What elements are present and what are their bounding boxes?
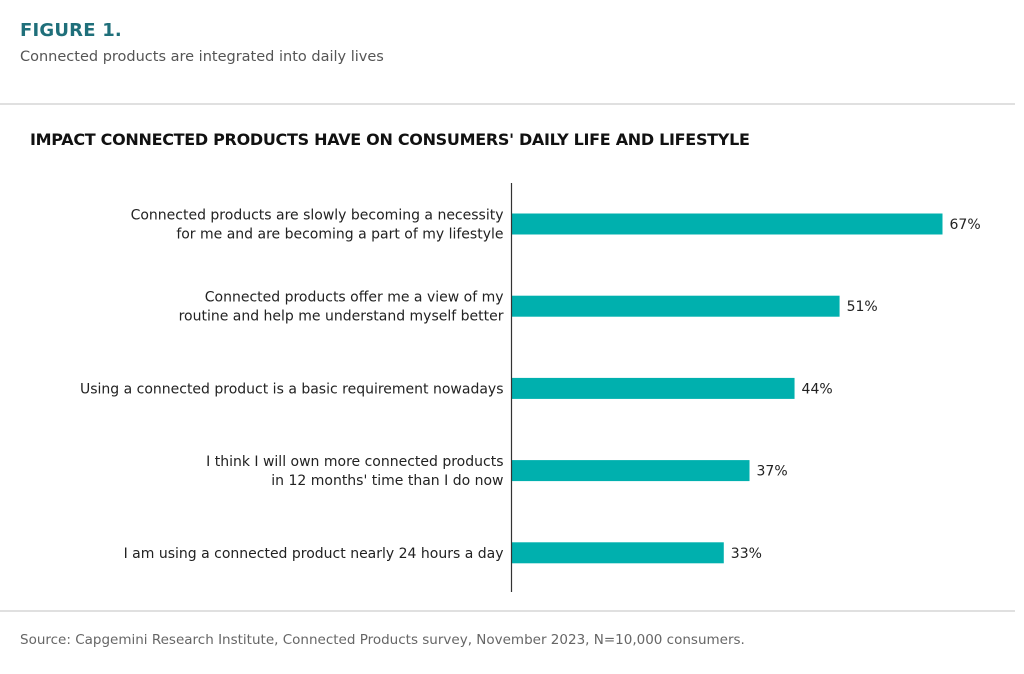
category-label-line: Using a connected product is a basic req…	[80, 381, 504, 397]
category-label-line: in 12 months' time than I do now	[271, 473, 503, 489]
top-divider	[0, 103, 1015, 105]
category-label-line: I think I will own more connected produc…	[206, 454, 503, 470]
category-label-line: Connected products are slowly becoming a…	[131, 208, 504, 224]
category-label-5: I am using a connected product nearly 24…	[124, 546, 504, 562]
bar-4	[511, 460, 750, 482]
figure-label: FIGURE 1.	[20, 20, 122, 41]
category-label-line: routine and help me understand myself be…	[179, 309, 504, 325]
data-label-2: 51%	[847, 299, 878, 315]
data-label-4: 37%	[757, 464, 788, 480]
source-note: Source: Capgemini Research Institute, Co…	[20, 632, 745, 648]
category-label-line: Connected products offer me a view of my	[205, 290, 504, 306]
category-label-2: Connected products offer me a view of my…	[179, 290, 504, 325]
data-label-3: 44%	[802, 381, 833, 397]
chart-title: IMPACT CONNECTED PRODUCTS HAVE ON CONSUM…	[30, 130, 750, 149]
bar-1	[511, 213, 943, 235]
bar-3	[511, 377, 795, 399]
category-label-line: I am using a connected product nearly 24…	[124, 546, 504, 562]
bar-chart: 67% Connected products are slowly becomin…	[80, 183, 981, 592]
bar-5	[511, 542, 724, 564]
figure-subtitle: Connected products are integrated into d…	[20, 49, 384, 65]
category-label-1: Connected products are slowly becoming a…	[131, 208, 504, 243]
category-label-3: Using a connected product is a basic req…	[80, 381, 504, 397]
category-label-4: I think I will own more connected produc…	[206, 454, 503, 489]
bottom-divider	[0, 610, 1015, 612]
category-label-line: for me and are becoming a part of my lif…	[176, 227, 503, 243]
data-label-5: 33%	[731, 546, 762, 562]
data-label-1: 67%	[950, 217, 981, 233]
bar-2	[511, 295, 840, 317]
